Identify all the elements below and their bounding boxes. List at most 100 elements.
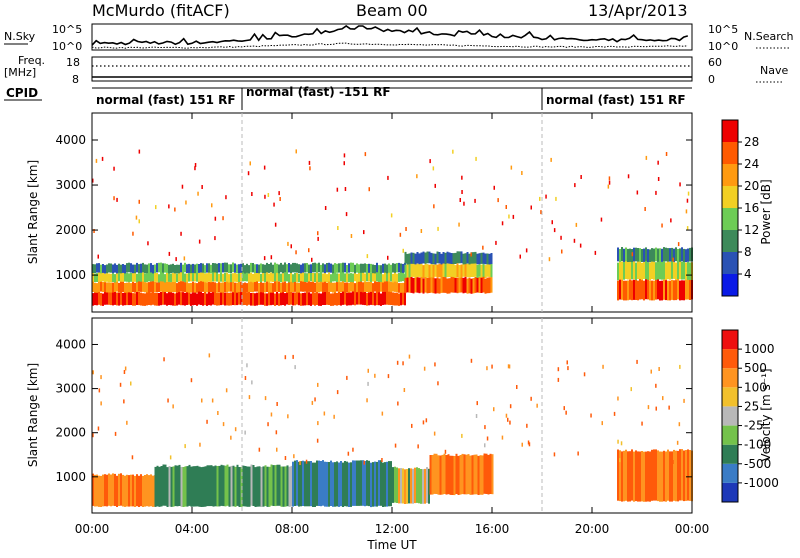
power-cell xyxy=(438,278,441,294)
velocity-scatter-cell xyxy=(636,359,638,364)
power-cell xyxy=(460,264,463,278)
power-cell xyxy=(296,290,298,305)
power-cell xyxy=(326,291,328,305)
power-cell xyxy=(148,282,150,293)
velocity-cell xyxy=(368,460,370,507)
power-cell xyxy=(100,292,102,306)
power-scatter-cell xyxy=(540,210,542,215)
power-cell xyxy=(444,277,447,293)
velocity-cell xyxy=(623,450,625,502)
power-cell xyxy=(258,291,260,305)
power-cell xyxy=(436,264,439,278)
power-cell xyxy=(146,282,148,293)
power-cell xyxy=(240,271,242,282)
velocity-swatch xyxy=(722,482,738,502)
power-cell xyxy=(216,263,218,273)
power-cell xyxy=(639,278,641,300)
velocity-cell xyxy=(222,465,225,507)
power-cell xyxy=(362,271,364,282)
velocity-cell xyxy=(194,466,197,507)
power-cell xyxy=(619,261,621,280)
power-cell xyxy=(452,276,455,293)
power-cell xyxy=(288,263,290,273)
power-cell xyxy=(466,263,469,278)
velocity-scatter-cell xyxy=(509,404,512,409)
power-scatter-cell xyxy=(551,220,553,225)
power-cell xyxy=(264,273,266,283)
power-cell xyxy=(294,281,296,292)
power-cell xyxy=(679,248,681,262)
power-cell xyxy=(136,281,138,292)
power-swatch xyxy=(722,230,738,252)
velocity-cell xyxy=(210,465,213,507)
power-cell xyxy=(470,263,473,277)
power-scatter-cell xyxy=(579,243,582,248)
velocity-cell xyxy=(625,449,627,501)
power-cell xyxy=(635,279,637,300)
velocity-scatter-cell xyxy=(493,407,495,412)
power-cell xyxy=(240,281,242,293)
power-cell xyxy=(348,263,350,273)
power-cell xyxy=(200,263,202,273)
power-cell xyxy=(138,280,140,292)
power-scatter-cell xyxy=(636,190,639,195)
power-cell xyxy=(420,276,423,293)
power-scatter-cell xyxy=(672,257,674,262)
velocity-cell xyxy=(366,460,368,506)
velocity-cell xyxy=(260,467,263,507)
power-cell xyxy=(412,252,415,264)
power-y-tick: 1000 xyxy=(55,268,86,282)
power-cell xyxy=(192,271,194,282)
velocity-scatter-cell xyxy=(276,447,278,452)
power-cell xyxy=(340,263,342,273)
power-cell xyxy=(422,265,425,278)
velocity-cell xyxy=(681,449,683,501)
power-cell xyxy=(374,292,376,306)
power-cell xyxy=(368,263,370,273)
power-cell xyxy=(98,291,100,305)
velocity-scatter-cell xyxy=(323,411,326,416)
power-cell xyxy=(262,291,264,305)
velocity-scatter-cell xyxy=(505,413,508,418)
velocity-cell xyxy=(402,468,404,504)
power-cell xyxy=(124,272,126,282)
power-cell xyxy=(320,280,322,292)
power-cell xyxy=(474,277,477,293)
power-cell xyxy=(338,263,340,273)
velocity-cell xyxy=(471,455,474,495)
power-cell xyxy=(128,262,130,273)
power-cell xyxy=(416,252,419,264)
velocity-cell xyxy=(106,474,108,507)
power-cell xyxy=(234,292,236,306)
power-cell xyxy=(352,262,354,273)
power-cell xyxy=(438,252,441,264)
power-cell xyxy=(462,277,465,294)
power-cell xyxy=(416,276,419,293)
time-tick-label: 00:00 xyxy=(675,522,710,536)
velocity-scatter-cell xyxy=(276,402,278,406)
power-cell xyxy=(314,282,316,293)
velocity-cell xyxy=(621,451,623,502)
power-scatter-cell xyxy=(539,196,541,201)
power-scatter-cell xyxy=(263,256,266,261)
power-cell xyxy=(430,263,433,278)
power-cell xyxy=(380,293,382,306)
power-cell xyxy=(334,263,336,273)
power-cell xyxy=(112,264,114,274)
power-y-tick: 4000 xyxy=(55,133,86,147)
velocity-cell xyxy=(108,473,110,506)
power-cell xyxy=(629,248,631,262)
velocity-scatter-cell xyxy=(423,366,426,371)
power-cell xyxy=(679,261,681,280)
power-cell xyxy=(136,291,138,305)
power-cell xyxy=(282,264,284,274)
power-cell xyxy=(687,248,689,262)
power-scatter-cell xyxy=(174,207,176,212)
power-cell xyxy=(368,281,370,293)
power-cell xyxy=(316,281,318,292)
power-cell xyxy=(376,271,378,282)
power-cell xyxy=(386,291,388,305)
power-cell xyxy=(470,278,473,294)
power-cell xyxy=(122,264,124,273)
velocity-cell xyxy=(300,461,302,507)
